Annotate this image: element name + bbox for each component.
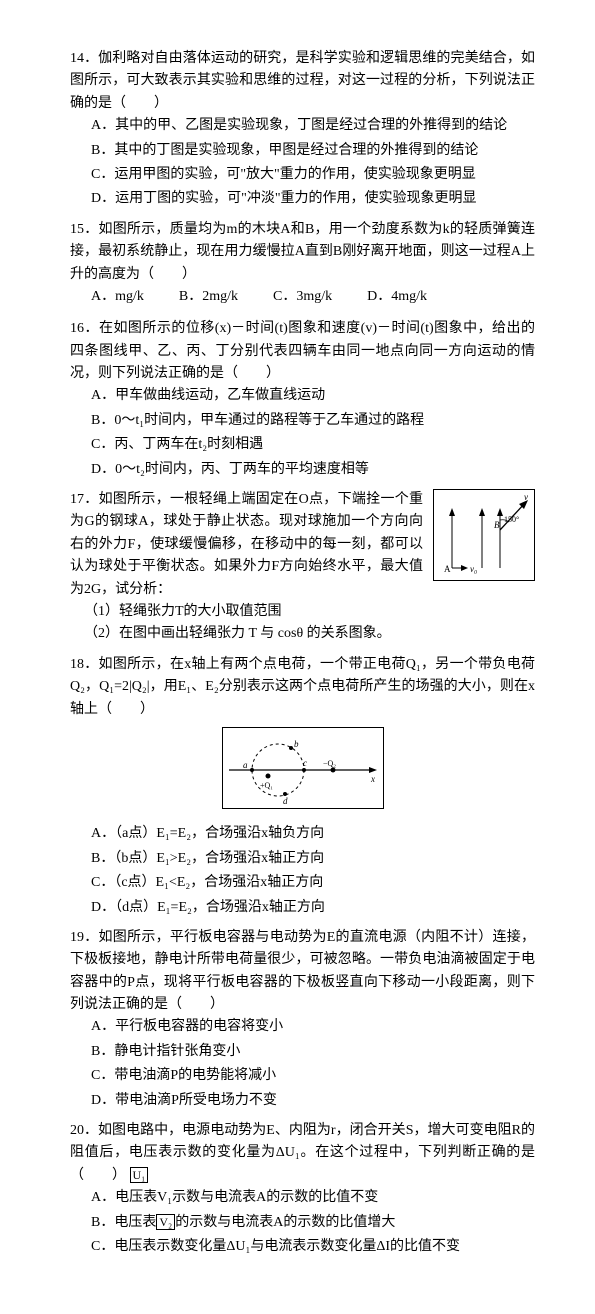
q17-label-v: v bbox=[524, 492, 528, 502]
q19-opt-d: D．带电油滴P所受电场力不变 bbox=[91, 1090, 535, 1112]
q20-opt-a: A．电压表V₁示数与电流表A的示数的比值不变 bbox=[91, 1187, 535, 1209]
q18-label-x: x bbox=[370, 774, 375, 784]
q15-opt-c: C．3mg/k bbox=[273, 286, 332, 308]
q15-stem: 15．如图所示，质量均为m的木块A和B，用一个劲度系数为k的轻质弹簧连接，最初系… bbox=[70, 219, 535, 286]
q18-label-a: a bbox=[243, 760, 248, 770]
q20-u1-box: U₁ bbox=[130, 1167, 149, 1183]
q18-opt-a: A．（a点）E₁=E₂，合场强沿x轴负方向 bbox=[91, 823, 535, 845]
q19-opt-a: A．平行板电容器的电容将变小 bbox=[91, 1016, 535, 1038]
q18-label-q2: −Q₂ bbox=[323, 759, 336, 768]
q14-stem: 14．伽利略对自由落体运动的研究，是科学实验和逻辑思维的完美结合，如图所示，可大… bbox=[70, 48, 535, 115]
q20-opt-b: B．电压表V₂的示数与电流表A的示数的比值增大 bbox=[91, 1212, 535, 1234]
exam-page: 14．伽利略对自由落体运动的研究，是科学实验和逻辑思维的完美结合，如图所示，可大… bbox=[0, 0, 595, 1314]
q17-stem-2: 下端拴一个重为G的钢球A，球处于静止状态。现对球施加一个方向向右的外力F，使球缓… bbox=[70, 492, 423, 597]
q14-opt-a: A．其中的甲、乙图是实验现象，丁图是经过合理的外推得到的结论 bbox=[91, 115, 535, 137]
q18-options: A．（a点）E₁=E₂，合场强沿x轴负方向 B．（b点）E₁>E₂，合场强沿x轴… bbox=[91, 823, 535, 919]
q18-label-q1: +Q₁ bbox=[260, 781, 273, 790]
question-19: 19．如图所示，平行板电容器与电动势为E的直流电源（内阻不计）连接，下极板接地，… bbox=[70, 927, 535, 1112]
q20-opt-b-1: B．电压表 bbox=[91, 1215, 156, 1230]
q20-options: A．电压表V₁示数与电流表A的示数的比值不变 B．电压表V₂的示数与电流表A的示… bbox=[91, 1187, 535, 1258]
q17-label-a: A bbox=[444, 564, 451, 574]
q15-opt-b: B．2mg/k bbox=[179, 286, 238, 308]
q19-opt-b: B．静电计指针张角变小 bbox=[91, 1041, 535, 1063]
q20-opt-b-2: 的示数与电流表A的示数的比值增大 bbox=[175, 1215, 395, 1230]
q16-opt-d: D．0～t₂时间内，丙、丁两车的平均速度相等 bbox=[91, 459, 535, 481]
q17-label-v0: v₀ bbox=[470, 564, 477, 574]
q14-options: A．其中的甲、乙图是实验现象，丁图是经过合理的外推得到的结论 B．其中的丁图是实… bbox=[91, 115, 535, 211]
q18-opt-b: B．（b点）E₁>E₂，合场强沿x轴正方向 bbox=[91, 848, 535, 870]
q16-stem-1: 16．在如图所示的位移(x)－时间(t)图象和速度 bbox=[70, 321, 361, 336]
q17-sub-1: （1）轻绳张力T的大小取值范围 bbox=[84, 601, 423, 623]
q14-opt-c: C．运用甲图的实验，可"放大"重力的作用，使实验现象更明显 bbox=[91, 164, 535, 186]
q15-opt-a: A．mg/k bbox=[91, 286, 144, 308]
q17-sub-2: （2）在图中画出轻绳张力 T 与 cosθ 的关系图象。 bbox=[84, 623, 423, 645]
question-16: 16．在如图所示的位移(x)－时间(t)图象和速度(v)－时间(t)图象中，给出… bbox=[70, 318, 535, 481]
q14-opt-d: D．运用丁图的实验，可"冲淡"重力的作用，使实验现象更明显 bbox=[91, 188, 535, 210]
q14-opt-b: B．其中的丁图是实验现象，甲图是经过合理的外推得到的结论 bbox=[91, 140, 535, 162]
q17-label-b: B bbox=[494, 520, 500, 530]
q16-opt-a: A．甲车做曲线运动，乙车做直线运动 bbox=[91, 385, 535, 407]
q19-opt-c: C．带电油滴P的电势能将减小 bbox=[91, 1065, 535, 1087]
q18-label-b: b bbox=[294, 739, 299, 749]
q20-v2-box: V₂ bbox=[156, 1214, 175, 1230]
question-18: 18．如图所示，在x轴上有两个点电荷，一个带正电荷Q₁，另一个带负电荷Q₂，Q₁… bbox=[70, 654, 535, 919]
q15-opt-d: D．4mg/k bbox=[367, 286, 427, 308]
q18-stem: 18．如图所示，在x轴上有两个点电荷，一个带正电荷Q₁，另一个带负电荷Q₂，Q₁… bbox=[70, 654, 535, 721]
q18-label-d: d bbox=[283, 796, 288, 806]
q18-opt-d: D．（d点）E₁=E₂，合场强沿x轴正方向 bbox=[91, 897, 535, 919]
q16-opt-c: C．丙、丁两车在t₂时刻相遇 bbox=[91, 434, 535, 456]
q17-label-angle: 150° bbox=[504, 515, 519, 524]
q18-figure: a b c d +Q₁ −Q₂ x bbox=[222, 727, 384, 809]
q19-stem: 19．如图所示，平行板电容器与电动势为E的直流电源（内阻不计）连接，下极板接地，… bbox=[70, 927, 535, 1017]
question-20: 20．如图电路中，电源电动势为E、内阻为r，闭合开关S，增大可变电阻R的阻值后，… bbox=[70, 1120, 535, 1258]
q17-stem-1: 17．如图所示，一根轻绳上端固定在O点， bbox=[70, 492, 338, 507]
q15-options: A．mg/k B．2mg/k C．3mg/k D．4mg/k bbox=[91, 286, 535, 310]
q18-opt-c: C．（c点）E₁<E₂，合场强沿x轴正方向 bbox=[91, 872, 535, 894]
question-14: 14．伽利略对自由落体运动的研究，是科学实验和逻辑思维的完美结合，如图所示，可大… bbox=[70, 48, 535, 211]
q18-label-c: c bbox=[303, 758, 307, 768]
q16-options: A．甲车做曲线运动，乙车做直线运动 B．0～t₁时间内，甲车通过的路程等于乙车通… bbox=[91, 385, 535, 481]
question-15: 15．如图所示，质量均为m的木块A和B，用一个劲度系数为k的轻质弹簧连接，最初系… bbox=[70, 219, 535, 311]
q19-options: A．平行板电容器的电容将变小 B．静电计指针张角变小 C．带电油滴P的电势能将减… bbox=[91, 1016, 535, 1112]
q20-opt-c: C．电压表示数变化量ΔU₁与电流表示数变化量ΔI的比值不变 bbox=[91, 1236, 535, 1258]
q17-figure: A v₀ B v 150° bbox=[433, 489, 535, 581]
q16-opt-b: B．0～t₁时间内，甲车通过的路程等于乙车通过的路程 bbox=[91, 410, 535, 432]
question-17: 17．如图所示，一根轻绳上端固定在O点，下端拴一个重为G的钢球A，球处于静止状态… bbox=[70, 489, 535, 646]
